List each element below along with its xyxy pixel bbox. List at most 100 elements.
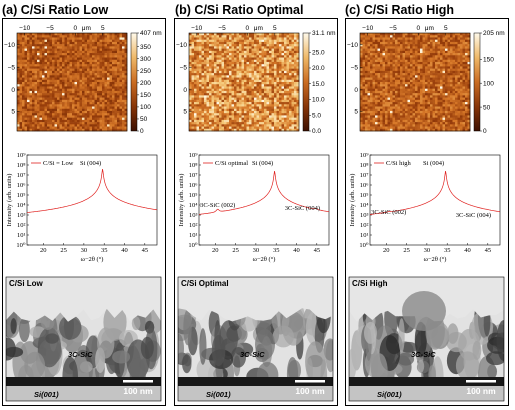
afm-x-tick-c: −5 (389, 25, 397, 32)
panel-b-title: (b) C/Si Ratio Optimal (175, 3, 304, 17)
colorbar-tick-b: 31.1 nm (312, 30, 336, 37)
xrd-x-tick-c: 25 (403, 247, 410, 254)
xrd-peak-label-c: 3C-SiC (002) (371, 209, 406, 216)
scale-bar-b (295, 380, 325, 383)
colorbar-tick-c: 205 nm (483, 30, 505, 37)
afm-y-tick-c: −5 (351, 64, 359, 71)
tem-image-a (6, 277, 161, 401)
xrd-peak-label-b: 3C-SiC (004) (285, 205, 320, 212)
xrd-trace-c (369, 171, 501, 215)
colorbar-tick-b: 20.0 (312, 65, 325, 72)
xrd-y-tick-b: 10⁷ (189, 172, 198, 179)
panel-b-graphics: −10 −5 0 μm 5 −10 −5 0 5 31.1 nm 25.0 20.0 15.0 10.0 5… (176, 25, 336, 402)
colorbar-b (302, 32, 310, 132)
xrd-frame-b (198, 154, 330, 246)
tem-frame-b (177, 276, 334, 402)
tem-film-label-b: 3C-SiC (240, 350, 265, 359)
xrd-y-tick-b: 10⁵ (189, 192, 198, 199)
panel-a-title: (a) C/Si Ratio Low (2, 3, 109, 17)
xrd-x-tick-b: 40 (293, 247, 300, 254)
tem-title-a: C/Si Low (9, 279, 44, 288)
xrd-x-tick-b: 35 (273, 247, 280, 254)
panel-c-title: (c) C/Si Ratio High (345, 3, 455, 17)
xrd-y-tick-b: 10⁰ (188, 242, 198, 249)
xrd-x-tick-a: 30 (81, 247, 88, 254)
colorbar-tick-c: 150 (483, 56, 494, 63)
afm-y-tick-a: 5 (11, 108, 15, 115)
afm-y-tick-b: −5 (180, 64, 188, 71)
xrd-y-tick-a: 10⁶ (17, 182, 26, 189)
tem-substrate-label-c: Si(001) (377, 390, 402, 399)
xrd-trace-b (198, 171, 330, 215)
xrd-x-tick-c: 40 (464, 247, 471, 254)
xrd-y-tick-b: 10⁹ (189, 152, 199, 159)
xrd-xlabel-b: ω−2θ (°) (253, 256, 276, 263)
xrd-y-tick-c: 10² (360, 222, 369, 229)
scale-bar-label-a: 100 nm (123, 386, 153, 396)
xrd-y-tick-b: 10² (189, 222, 198, 229)
xrd-y-tick-c: 10⁹ (360, 152, 370, 159)
xrd-peak-label-c: 3C-SiC (004) (456, 212, 491, 219)
afm-x-tick-b: 0 (245, 25, 249, 32)
scale-bar-a (123, 380, 153, 383)
afm-x-tick-b: 5 (273, 25, 277, 32)
xrd-y-tick-c: 10⁰ (359, 242, 369, 249)
colorbar-a (130, 32, 138, 132)
colorbar-tick-c: 100 (483, 80, 494, 87)
scale-bar-label-c: 100 nm (466, 386, 496, 396)
xrd-y-tick-a: 10⁹ (17, 152, 27, 159)
afm-x-tick-a: 0 (73, 25, 77, 32)
afm-x-tick-a: −5 (46, 25, 54, 32)
xrd-x-tick-c: 45 (485, 247, 492, 254)
xrd-x-tick-a: 25 (60, 247, 67, 254)
afm-map-b (189, 33, 300, 132)
xrd-x-tick-b: 25 (232, 247, 239, 254)
colorbar-tick-c: 50 (483, 104, 491, 111)
afm-y-tick-a: 0 (11, 87, 15, 94)
xrd-y-tick-c: 10⁶ (360, 182, 369, 189)
xrd-trace-a (26, 169, 158, 213)
xrd-y-tick-b: 10⁶ (189, 182, 198, 189)
xrd-y-tick-c: 10⁸ (360, 162, 370, 169)
xrd-y-tick-b: 10¹ (189, 232, 198, 239)
colorbar-tick-a: 350 (140, 44, 151, 51)
xrd-peak-label-a: Si (004) (80, 160, 101, 167)
xrd-x-tick-c: 35 (444, 247, 451, 254)
colorbar-tick-a: 50 (140, 116, 148, 123)
xrd-x-tick-a: 20 (40, 247, 47, 254)
xrd-y-tick-b: 10³ (189, 212, 198, 219)
xrd-y-tick-a: 10⁵ (17, 192, 26, 199)
xrd-ylabel-c: Intensity (arb. units) (349, 174, 356, 227)
xrd-legend-a: C/Si = Low (43, 160, 74, 167)
tem-film-label-a: 3C-SiC (68, 350, 93, 359)
colorbar-tick-b: 0.0 (312, 128, 321, 135)
afm-y-tick-a: −10 (4, 42, 15, 49)
afm-frame-c (359, 32, 471, 132)
afm-map-c (360, 33, 471, 132)
afm-frame-a (16, 32, 128, 132)
colorbar-c (473, 32, 481, 132)
afm-y-tick-c: 5 (354, 108, 358, 115)
colorbar-tick-a: 0 (140, 128, 144, 135)
xrd-y-tick-a: 10⁴ (17, 202, 27, 209)
xrd-frame-a (26, 154, 158, 246)
xrd-ylabel-a: Intensity (arb. units) (6, 174, 13, 227)
colorbar-tick-c: 0 (483, 128, 487, 135)
xrd-peak-label-b: Si (004) (252, 160, 273, 167)
afm-y-tick-a: −5 (8, 64, 16, 71)
afm-x-tick-b: −5 (218, 25, 226, 32)
afm-x-tick-c: μm (425, 25, 434, 32)
xrd-x-tick-a: 45 (142, 247, 149, 254)
xrd-x-tick-b: 45 (314, 247, 321, 254)
afm-x-tick-a: 5 (101, 25, 105, 32)
xrd-y-tick-a: 10⁰ (16, 242, 26, 249)
xrd-x-tick-c: 30 (424, 247, 431, 254)
colorbar-tick-b: 15.0 (312, 81, 325, 88)
xrd-x-tick-b: 20 (212, 247, 219, 254)
tem-frame-a (5, 276, 162, 402)
scale-bar-c (466, 380, 496, 383)
tem-frame-c (348, 276, 505, 402)
xrd-y-tick-b: 10⁸ (189, 162, 199, 169)
